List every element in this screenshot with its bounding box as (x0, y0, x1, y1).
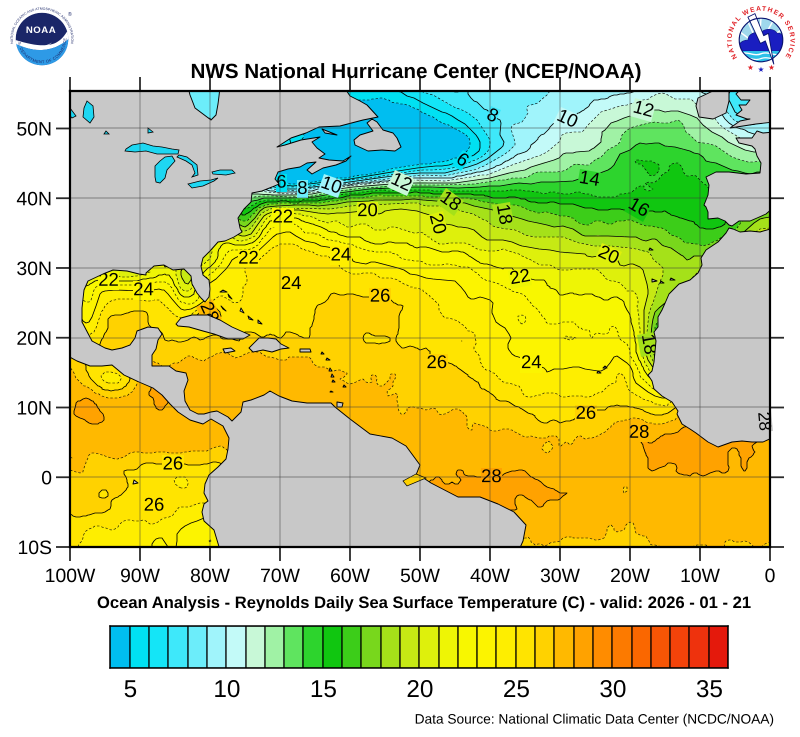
svg-text:★: ★ (768, 63, 775, 72)
svg-text:★: ★ (747, 63, 754, 72)
svg-text:®: ® (68, 11, 72, 18)
svg-text:★: ★ (758, 65, 765, 74)
svg-text:NOAA: NOAA (26, 25, 56, 36)
